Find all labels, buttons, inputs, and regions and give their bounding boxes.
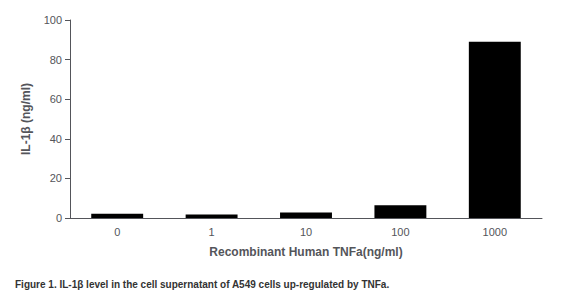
svg-text:40: 40 [50, 133, 62, 145]
svg-text:1000: 1000 [483, 226, 507, 238]
svg-text:10: 10 [300, 226, 312, 238]
svg-text:20: 20 [50, 172, 62, 184]
svg-text:0: 0 [56, 212, 62, 224]
svg-text:Recombinant Human TNFa(ng/ml): Recombinant Human TNFa(ng/ml) [209, 245, 402, 259]
svg-text:Figure 1. IL-1β level in the c: Figure 1. IL-1β level in the cell supern… [15, 279, 389, 290]
svg-text:100: 100 [44, 14, 62, 26]
svg-text:0: 0 [114, 226, 120, 238]
svg-text:1: 1 [209, 226, 215, 238]
svg-text:100: 100 [391, 226, 409, 238]
svg-text:60: 60 [50, 93, 62, 105]
svg-text:IL-1β (ng/ml): IL-1β (ng/ml) [19, 83, 33, 155]
svg-text:80: 80 [50, 54, 62, 66]
